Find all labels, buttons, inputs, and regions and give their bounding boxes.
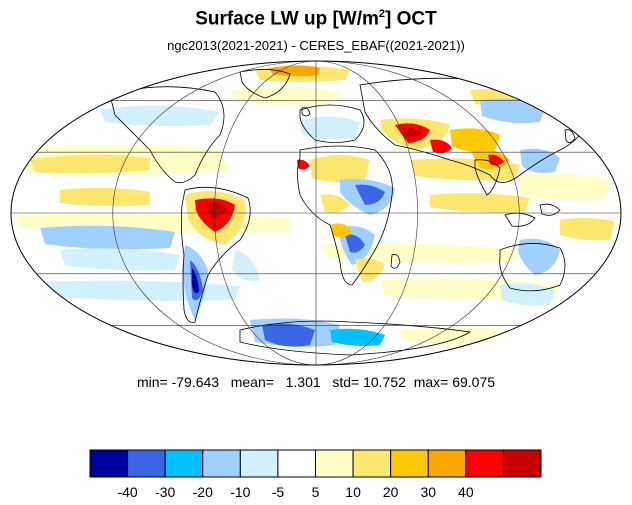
meridian-line	[315, 60, 520, 366]
anomaly-patch	[270, 65, 320, 77]
anomaly-patch	[345, 234, 365, 253]
colorbar-box	[127, 449, 166, 478]
stat-min-label: min=	[136, 374, 168, 390]
anomaly-patch	[320, 194, 350, 213]
colorbar-boxes	[89, 449, 542, 478]
map-title: Surface LW up [W/m2] OCT	[0, 8, 632, 30]
anomaly-patch	[402, 127, 422, 138]
coastline	[499, 243, 566, 292]
meridian-line	[315, 60, 418, 366]
stat-mean-label: mean=	[230, 374, 274, 390]
anomaly-patch	[30, 154, 150, 174]
colorbar-tick-label: -30	[155, 484, 175, 500]
graticule	[11, 60, 621, 366]
anomaly-patch	[355, 258, 385, 282]
coastline	[297, 145, 393, 286]
colorbar-labels: -40 -30 -20 -10 -5 5 10 20 30 40	[117, 484, 473, 500]
meridian-line	[214, 60, 317, 366]
colorbar-box	[352, 449, 392, 478]
colorbar-box	[202, 449, 241, 478]
coastline	[301, 107, 311, 117]
stat-min: -79.643	[171, 374, 220, 390]
colorbar-tick-label: -10	[230, 484, 250, 500]
anomaly-patch	[60, 187, 150, 207]
stat-std: 10.752	[363, 374, 406, 390]
coastline	[239, 69, 291, 99]
statistics-line: min= -79.643 mean= 1.301 std= 10.752 max…	[0, 374, 632, 390]
anomaly-patch	[310, 155, 370, 183]
anomaly-patch	[450, 128, 500, 152]
anomaly-patch	[40, 225, 175, 250]
colorbar-tick-label: -5	[272, 484, 285, 500]
colorbar-box	[427, 449, 467, 478]
coastline	[474, 159, 501, 196]
colorbar-box	[164, 449, 204, 478]
coastline	[180, 186, 251, 323]
anomaly-patch	[560, 217, 615, 241]
stat-max: 69.075	[452, 374, 496, 390]
map-subtitle: ngc2013(2021-2021) - CERES_EBAF((2021-20…	[167, 38, 465, 53]
colorbar-tick-label: 10	[345, 484, 361, 500]
coastline	[299, 104, 365, 143]
anomaly-patch	[488, 154, 504, 166]
coastline	[390, 253, 401, 269]
anomaly-patch	[330, 328, 385, 346]
stat-std-label: std=	[332, 374, 360, 390]
coastline	[539, 203, 561, 216]
colorbar-box	[89, 449, 129, 478]
colorbar-box	[239, 449, 279, 478]
anomaly-patch	[60, 248, 180, 271]
coastline	[564, 129, 576, 143]
anomaly-patch	[192, 268, 199, 294]
colorbar-box	[315, 449, 354, 478]
colorbar-tick-label: -40	[117, 484, 137, 500]
anomaly-patch	[205, 202, 228, 218]
title-rest: ] OCT	[385, 8, 437, 30]
colorbar-tick-label: 30	[420, 484, 436, 500]
anomaly-patch	[355, 184, 385, 205]
anomaly-patch	[430, 193, 530, 213]
anomaly-patch	[297, 159, 310, 170]
title-superscript: 2	[378, 8, 386, 20]
colorbar-box	[502, 449, 542, 478]
coastline	[109, 86, 225, 184]
anomaly-patch	[518, 238, 560, 275]
colorbar-tick-label: 20	[383, 484, 399, 500]
title-main: Surface LW up [W/m	[195, 8, 379, 30]
anomaly-patch	[300, 116, 360, 140]
anomaly-patch	[230, 86, 340, 106]
anomaly-patch	[430, 139, 452, 154]
anomaly-patch	[232, 250, 260, 282]
meridian-line	[112, 60, 317, 366]
anomaly-patch	[262, 323, 315, 347]
stat-max-label: max=	[413, 374, 449, 390]
colorbar-box	[277, 449, 316, 478]
anomaly-patch	[480, 98, 545, 124]
coastline	[239, 320, 472, 356]
colorbar-tick-label: 40	[458, 484, 474, 500]
colorbar-box	[465, 449, 504, 478]
stat-mean: 1.301	[285, 374, 321, 390]
colorbar-box	[390, 449, 429, 478]
globe-outline	[10, 60, 622, 366]
colorbar-tick-label: 5	[312, 484, 320, 500]
anomaly-patch	[520, 173, 610, 201]
anomaly-patch	[330, 223, 352, 238]
colorbar-tick-label: -20	[193, 484, 213, 500]
